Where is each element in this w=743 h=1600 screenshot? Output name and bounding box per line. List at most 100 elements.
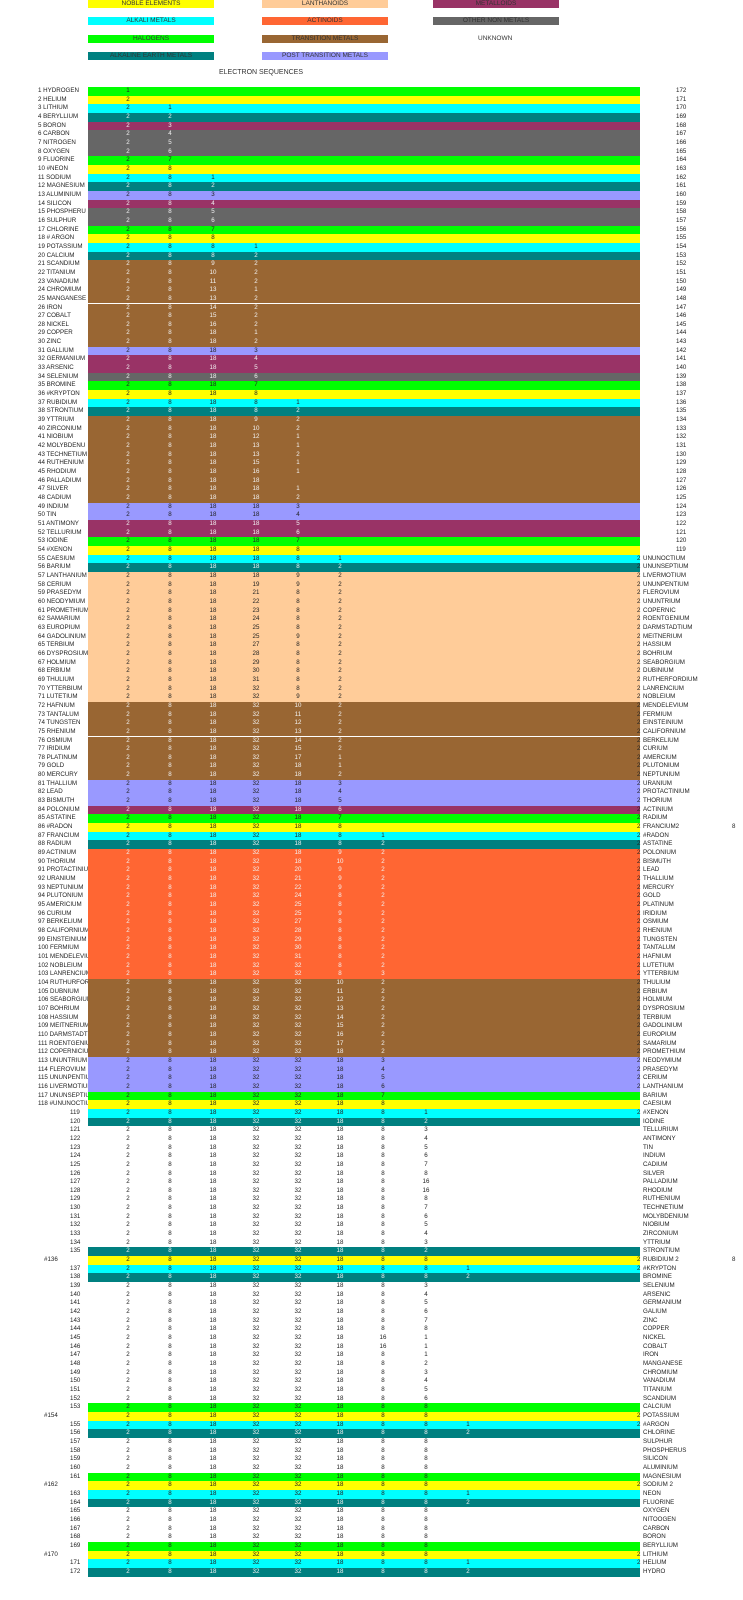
row-number: 2 [637, 554, 641, 562]
shell-value: 18 [336, 1247, 344, 1255]
shell-value: 28 [252, 649, 260, 657]
mirror-element-label: THULIUM [643, 978, 671, 986]
shell-value: 18 [336, 1169, 344, 1177]
shell-value: 2 [126, 1178, 130, 1186]
element-label: 166 [70, 1515, 81, 1523]
shell-value: 32 [252, 996, 260, 1004]
shell-value: 5 [424, 1221, 428, 1229]
element-label: 44 RUTHENIUM [38, 459, 84, 467]
shell-value: 8 [424, 1325, 428, 1333]
shell-value: 18 [209, 762, 217, 770]
shell-value: 8 [296, 667, 300, 675]
shell-value: 18 [252, 571, 260, 579]
shell-value: 7 [424, 1204, 428, 1212]
shell-value: 32 [294, 1411, 302, 1419]
shell-value: 32 [252, 970, 260, 978]
shell-value: 2 [126, 459, 130, 467]
shell-value: 18 [209, 511, 217, 519]
shell-value: 32 [294, 1143, 302, 1151]
mirror-element-label: ALUMINIUM [643, 1463, 678, 1471]
element-label: 64 GADOLINIUM [38, 632, 86, 640]
shell-value: 1 [424, 1342, 428, 1350]
category-band [88, 1403, 640, 1412]
shell-value: 18 [209, 442, 217, 450]
element-label: 43 TECHNETIUM [38, 450, 88, 458]
element-label: 17 CHLORINE [38, 225, 79, 233]
shell-value: 18 [209, 1178, 217, 1186]
shell-value: 8 [338, 901, 342, 909]
shell-value: 8 [168, 545, 172, 553]
shell-value: 2 [126, 225, 130, 233]
shell-value: 17 [336, 1039, 344, 1047]
shell-value: 2 [126, 1498, 130, 1506]
shell-value: 2 [381, 927, 385, 935]
shell-value: 2 [126, 684, 130, 692]
row-number: 119 [676, 545, 686, 553]
shell-value: 32 [252, 1299, 260, 1307]
shell-value: 32 [252, 1100, 260, 1108]
shell-value: 18 [209, 571, 217, 579]
mirror-element-label: NICKEL [643, 1334, 666, 1342]
shell-value: 2 [126, 589, 130, 597]
shell-value: 2 [126, 164, 130, 172]
mirror-element-label: IODINE [643, 1117, 665, 1125]
shell-value: 19 [252, 580, 260, 588]
shell-value: 32 [294, 1074, 302, 1082]
shell-value: 17 [294, 753, 302, 761]
shell-value: 24 [294, 892, 302, 900]
element-label: 110 DARMSTADTI [38, 1030, 90, 1038]
row-number: 132 [676, 433, 687, 441]
category-band [88, 684, 640, 694]
element-label: 31 GALLIUM [38, 346, 74, 354]
mirror-element-label: CAESIUM [643, 1100, 672, 1108]
shell-value: 18 [209, 1481, 217, 1489]
shell-value: 8 [168, 1334, 172, 1342]
element-label: 52 TELLURIUM [38, 528, 82, 536]
shell-value: 2 [126, 944, 130, 952]
shell-value: 8 [424, 1498, 428, 1506]
shell-value: 18 [209, 849, 217, 857]
category-band [88, 156, 640, 165]
row-number: 2 [637, 779, 641, 787]
shell-value: 2 [126, 597, 130, 605]
shell-value: 8 [168, 1308, 172, 1316]
shell-value: 32 [252, 719, 260, 727]
shell-value: 18 [209, 1567, 217, 1575]
row-number: 2 [637, 866, 641, 874]
legend-metalloid: METALLOIDS [433, 0, 559, 8]
category-band [88, 840, 640, 850]
shell-value: 2 [126, 745, 130, 753]
shell-value: 8 [168, 277, 172, 285]
shell-value: 8 [168, 1524, 172, 1532]
mirror-element-label: MENDELEVIUM [643, 701, 689, 709]
shell-value: 18 [294, 805, 302, 813]
row-number: 2 [637, 684, 641, 692]
shell-value: 8 [424, 1533, 428, 1541]
shell-value: 15 [252, 459, 260, 467]
shell-value: 8 [168, 182, 172, 190]
shell-value: 2 [381, 892, 385, 900]
mirror-element-label: #XENON [643, 1108, 669, 1116]
shell-value: 2 [254, 303, 258, 311]
shell-value: 8 [254, 390, 258, 398]
element-label: 99 EINSTEINIUM [38, 935, 87, 943]
shell-value: 6 [211, 216, 215, 224]
shell-value: 32 [252, 1160, 260, 1168]
element-label: 2 HELIUM [38, 95, 67, 103]
row-number: 2 [637, 1481, 641, 1489]
row-number: 2 [637, 1056, 641, 1064]
shell-value: 2 [381, 909, 385, 917]
shell-value: 32 [252, 1074, 260, 1082]
shell-value: 13 [336, 1004, 344, 1012]
shell-value: 8 [424, 1489, 428, 1497]
shell-value: 8 [168, 597, 172, 605]
shell-value: 2 [126, 1221, 130, 1229]
shell-value: 32 [294, 978, 302, 986]
shell-value: 8 [168, 1368, 172, 1376]
shell-value: 2 [126, 216, 130, 224]
shell-value: 8 [168, 1160, 172, 1168]
shell-value: 3 [381, 1056, 385, 1064]
category-band [88, 260, 640, 269]
shell-value: 8 [338, 953, 342, 960]
shell-value: 2 [126, 623, 130, 631]
